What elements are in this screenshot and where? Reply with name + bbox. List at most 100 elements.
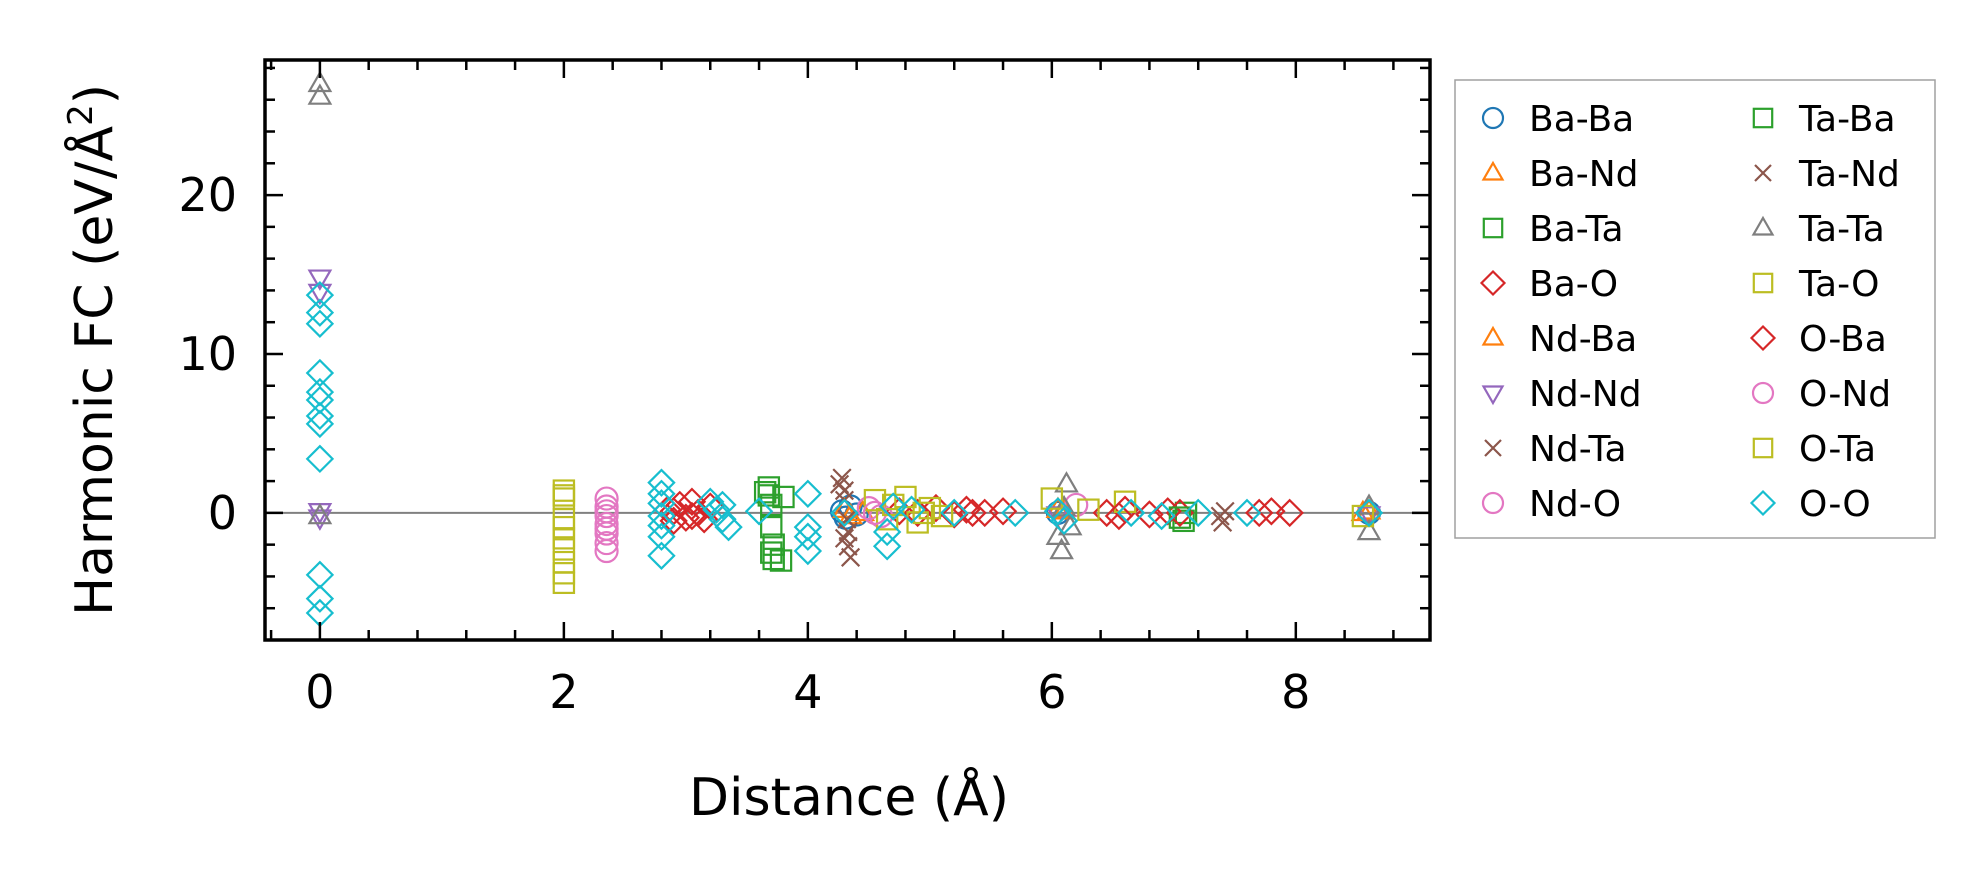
legend-item: Nd-Ta	[1484, 429, 1627, 470]
data-point	[307, 509, 333, 531]
data-point	[714, 512, 743, 542]
data-point	[762, 533, 785, 556]
data-point	[305, 358, 335, 388]
x-tick-label: 4	[793, 665, 822, 719]
data-point	[594, 521, 619, 546]
data-point	[307, 283, 333, 306]
data-point	[1356, 518, 1382, 541]
x-tick-label: 2	[549, 665, 578, 719]
plot-markers	[265, 70, 1430, 628]
data-point	[863, 488, 887, 512]
legend-item: Nd-O	[1481, 484, 1621, 525]
data-point	[305, 377, 335, 407]
legend-label: Ba-Ta	[1529, 209, 1624, 250]
data-point	[305, 401, 335, 431]
data-point	[838, 522, 858, 542]
legend-marker	[1481, 325, 1505, 346]
legend-marker	[1749, 324, 1777, 352]
data-point	[305, 584, 335, 613]
legend-label: Ta-Nd	[1798, 154, 1900, 195]
legend-label: Ba-O	[1529, 264, 1618, 305]
legend-marker	[1481, 385, 1505, 406]
data-point	[1051, 494, 1077, 517]
legend-marker	[1481, 160, 1505, 181]
legend-marker	[1479, 269, 1507, 297]
data-point	[1245, 498, 1274, 528]
data-point	[1054, 471, 1079, 493]
data-point	[832, 468, 852, 488]
legend-label: O-Ta	[1799, 429, 1876, 470]
data-point	[875, 508, 899, 531]
legend-marker	[1754, 164, 1772, 182]
series-ta-nd	[829, 474, 1230, 548]
legend-label: Ta-O	[1798, 264, 1879, 305]
series-ba-o	[653, 487, 1304, 536]
legend-label: Ba-Nd	[1529, 154, 1639, 195]
legend-item: O-O	[1749, 484, 1871, 525]
data-point	[1001, 498, 1030, 528]
data-point	[307, 269, 333, 291]
data-point	[594, 486, 619, 511]
y-tick-label: 10	[178, 327, 237, 381]
legend-label: O-O	[1799, 484, 1871, 525]
data-point	[1147, 501, 1176, 531]
legend-marker	[1751, 215, 1775, 236]
data-point	[988, 497, 1018, 526]
series-ta-ta	[307, 70, 1382, 560]
legend-item: O-Ba	[1749, 319, 1887, 360]
data-point	[1184, 498, 1213, 528]
data-point	[305, 298, 335, 327]
data-point	[918, 496, 942, 520]
data-point	[921, 493, 951, 523]
data-point	[594, 530, 619, 556]
data-point	[744, 497, 774, 526]
data-point	[1057, 513, 1083, 536]
plot-frame	[263, 58, 1432, 642]
data-point	[772, 485, 795, 509]
data-point	[1354, 498, 1384, 528]
data-point	[1275, 498, 1304, 528]
legend-item: O-Nd	[1751, 374, 1891, 415]
legend-label: Ta-Ba	[1798, 99, 1896, 140]
legend-marker	[1481, 491, 1505, 515]
data-point	[897, 495, 926, 524]
data-point	[552, 479, 576, 502]
data-point	[1077, 498, 1100, 521]
data-point	[1040, 487, 1064, 510]
y-tick-label: 0	[208, 486, 237, 540]
y-axis-title: Harmonic FC (eV/Å2)	[61, 84, 125, 616]
data-point	[760, 541, 783, 564]
data-point	[762, 547, 785, 571]
data-point	[1213, 512, 1233, 532]
legend-item: Ba-Ta	[1482, 209, 1624, 250]
data-point	[872, 532, 902, 561]
data-point	[793, 479, 823, 509]
data-point	[647, 541, 676, 570]
x-tick-label: 8	[1281, 665, 1310, 719]
x-tick-label: 0	[305, 665, 334, 719]
data-point	[940, 498, 969, 528]
legend-item: O-Ta	[1752, 429, 1876, 470]
data-point	[305, 444, 335, 474]
data-point	[793, 536, 823, 566]
data-point	[552, 508, 576, 531]
legend-item: Ba-Ba	[1481, 99, 1634, 140]
legend-marker	[1752, 272, 1774, 294]
data-point	[834, 528, 855, 548]
axes: 0 2 4 6 8 0 10 20	[178, 58, 1432, 719]
legend-item: Ta-Nd	[1754, 154, 1900, 195]
legend-item: Nd-Ba	[1481, 319, 1637, 360]
legend-item: Ta-Ta	[1751, 209, 1885, 250]
data-point	[552, 484, 576, 507]
data-point	[912, 501, 935, 525]
data-point	[307, 83, 333, 105]
legend-marker	[1482, 217, 1504, 239]
data-point	[647, 468, 676, 497]
data-point	[305, 560, 335, 590]
data-point	[840, 547, 861, 567]
data-point	[829, 474, 850, 494]
data-point	[1356, 506, 1382, 528]
x-tick-label: 6	[1037, 665, 1066, 719]
data-point	[1043, 497, 1073, 526]
